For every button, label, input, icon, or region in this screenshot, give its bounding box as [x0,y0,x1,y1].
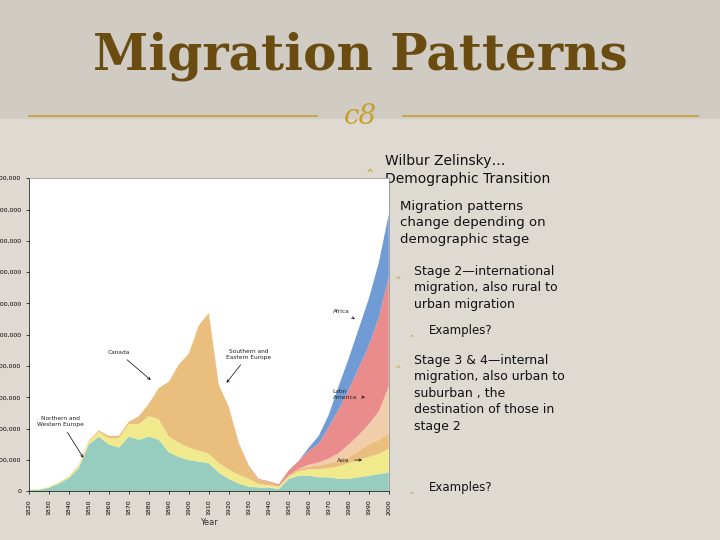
Text: Stage 2—international
migration, also rural to
urban migration: Stage 2—international migration, also ru… [414,265,557,310]
Text: Migration patterns
change depending on
demographic stage: Migration patterns change depending on d… [400,200,545,246]
Text: c8: c8 [343,103,377,130]
Text: ‸: ‸ [382,200,387,218]
Text: Canada: Canada [107,350,150,380]
Text: Asia: Asia [337,457,361,463]
Text: ‸: ‸ [410,481,415,494]
Text: Examples?: Examples? [428,481,492,494]
X-axis label: Year: Year [200,517,217,526]
Text: Latin
America: Latin America [333,389,364,400]
Text: ‸: ‸ [396,354,401,368]
Text: Examples?: Examples? [428,324,492,337]
Text: ‸: ‸ [410,324,415,337]
Text: Southern and
Eastern Europe: Southern and Eastern Europe [226,349,271,382]
Text: ‸: ‸ [367,154,374,172]
Text: Wilbur Zelinsky…
Demographic Transition: Wilbur Zelinsky… Demographic Transition [385,154,551,186]
Text: Stage 3 & 4—internal
migration, also urban to
suburban , the
destination of thos: Stage 3 & 4—internal migration, also urb… [414,354,564,433]
Bar [0,0,720,119]
Text: ‸: ‸ [396,265,401,279]
Text: Africa: Africa [333,309,354,319]
Text: Migration Patterns: Migration Patterns [93,32,627,82]
Text: Northern and
Western Europe: Northern and Western Europe [37,416,84,457]
